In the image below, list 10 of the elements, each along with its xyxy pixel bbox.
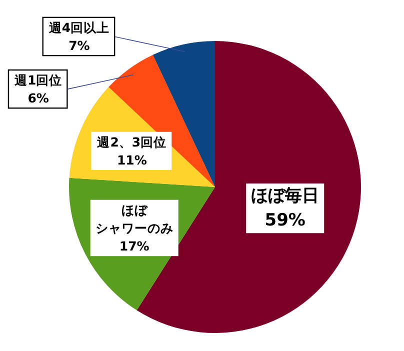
data-label: 6%	[28, 90, 50, 106]
data-label: 59%	[264, 210, 306, 231]
slice-label: ほぼシャワーのみ	[95, 202, 174, 236]
slice-label: ほぼ毎日	[251, 186, 320, 206]
slice-label: 週4回以上	[48, 20, 110, 35]
data-label: 17%	[119, 238, 150, 254]
slice-label: 週2、3回位	[96, 134, 167, 150]
data-label: 11%	[116, 152, 148, 168]
data-label: 7%	[68, 38, 90, 54]
slice-label: 週1回位	[13, 72, 62, 88]
